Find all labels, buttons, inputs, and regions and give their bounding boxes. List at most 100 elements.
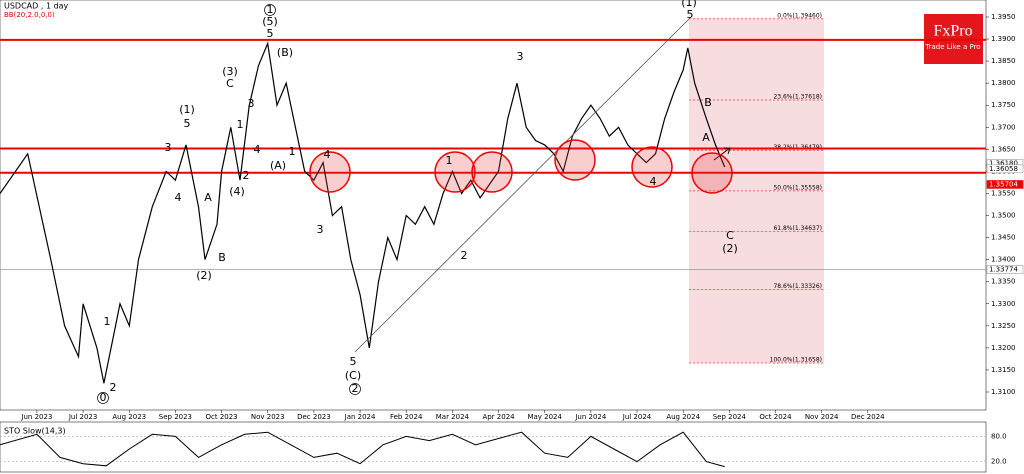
x-tick-label: Jun 2024 [574,413,607,421]
x-tick-label: Apr 2024 [482,413,515,421]
price-tag-label: 1.36180 [989,159,1018,167]
price-tag-label: 1.33774 [989,266,1018,274]
wave-label: (1) [179,103,195,116]
fib-label: 78.6%(1.33326) [773,283,822,290]
y-tick-label: 1.3350 [991,278,1016,286]
wave-label: B [704,96,712,109]
y-tick-label: 1.3750 [991,101,1016,109]
price-line [0,41,726,384]
x-tick-label: Nov 2024 [805,413,839,421]
y-tick-label: 1.3900 [991,35,1016,43]
wave-label: 2 [461,249,468,262]
x-tick-label: May 2024 [527,413,562,421]
chart-title: USDCAD , 1 day [4,2,69,11]
wave-label: 4 [254,143,261,156]
x-tick-label: Nov 2023 [251,413,285,421]
y-tick-label: 1.3200 [991,344,1016,352]
wave-label: 2 [243,169,250,182]
wave-circle [97,392,109,404]
wave-label: (3) [222,65,238,78]
wave-label: (A) [270,159,286,172]
wave-label: 1 [446,154,453,167]
x-tick-label: Feb 2024 [390,413,423,421]
fib-label: 0.0%(1.39460) [777,12,822,19]
wave-label: 1 [267,3,274,16]
indicator-label: BB(20,2.0,0,0) [4,11,55,19]
oscillator-tick-label: 80.0 [991,432,1007,440]
y-tick-label: 1.3950 [991,13,1016,21]
wave-label: (1) [681,0,697,9]
y-tick-label: 1.3650 [991,145,1016,153]
wave-label: (C) [345,369,361,382]
y-tick-label: 1.3300 [991,300,1016,308]
oscillator-title: STO Slow(14,3) [4,427,66,436]
x-tick-label: Aug 2024 [666,413,700,421]
x-tick-label: Jul 2024 [622,413,652,421]
highlight-circle [434,151,476,193]
wave-circle [349,383,361,395]
y-tick-label: 1.3400 [991,256,1016,264]
wave-label: 5 [267,27,274,40]
fib-label: 23.6%(1.37618) [773,94,822,101]
fib-label: 100.0%(1.31658) [770,356,822,363]
oscillator-tick-label: 20.0 [991,458,1007,466]
trendline [354,17,691,353]
y-tick-label: 1.3850 [991,57,1016,65]
logo-tagline: Trade Like a Pro [924,43,980,51]
oscillator-line [0,431,725,468]
y-tick-label: 1.3150 [991,366,1016,374]
wave-label: 1 [237,118,244,131]
wave-label: B [218,251,226,264]
wave-label: 4 [650,175,657,188]
fib-label: 50.0%(1.35558) [773,184,822,191]
wave-label: 3 [165,141,172,154]
y-tick-label: 1.3450 [991,234,1016,242]
highlight-circle [309,151,351,193]
wave-label: 5 [687,8,694,21]
y-tick-label: 1.3700 [991,123,1016,131]
highlight-circle [631,146,673,188]
oscillator-frame [0,421,987,473]
price-tag [986,180,1024,189]
logo: FxPro [933,23,972,40]
wave-label: 3 [517,50,524,63]
x-tick-label: Oct 2024 [759,413,792,421]
y-tick-label: 1.3500 [991,212,1016,220]
wave-label: (2) [722,242,738,255]
x-tick-label: Dec 2023 [297,413,331,421]
wave-label: A [702,131,710,144]
wave-label: 0 [100,391,107,404]
y-tick-label: 1.3100 [991,388,1016,396]
wave-label: 5 [184,117,191,130]
x-tick-label: Dec 2024 [851,413,885,421]
price-tag-label: 1.35704 [989,180,1018,188]
x-tick-label: Oct 2023 [205,413,237,421]
wave-label: 1 [289,145,296,158]
fib-label: 61.8%(1.34637) [773,225,822,232]
x-tick-label: Jul 2023 [68,413,98,421]
wave-label: C [226,77,234,90]
x-tick-label: Aug 2023 [112,413,146,421]
wave-label: 1 [104,315,111,328]
arrow [713,147,731,161]
highlight-circle [471,151,513,193]
wave-label: 4 [324,148,331,161]
wave-label: 3 [317,223,324,236]
y-tick-label: 1.3550 [991,189,1016,197]
wave-label: (2) [196,269,212,282]
price-tag [986,265,1024,274]
wave-label: 4 [175,191,182,204]
x-tick-label: Jan 2024 [344,413,376,421]
wave-label: A [204,191,212,204]
x-tick-label: Jun 2023 [20,413,52,421]
wave-circle [264,4,276,16]
wave-label: (B) [277,46,293,59]
wave-label: (5) [262,15,278,28]
wave-label: 3 [248,97,255,110]
fib-label: 38.2%(1.36479) [773,144,822,151]
wave-label: C [726,229,734,242]
wave-label: (4) [229,185,245,198]
plot-frame [0,0,987,411]
wave-label: 2 [110,381,117,394]
